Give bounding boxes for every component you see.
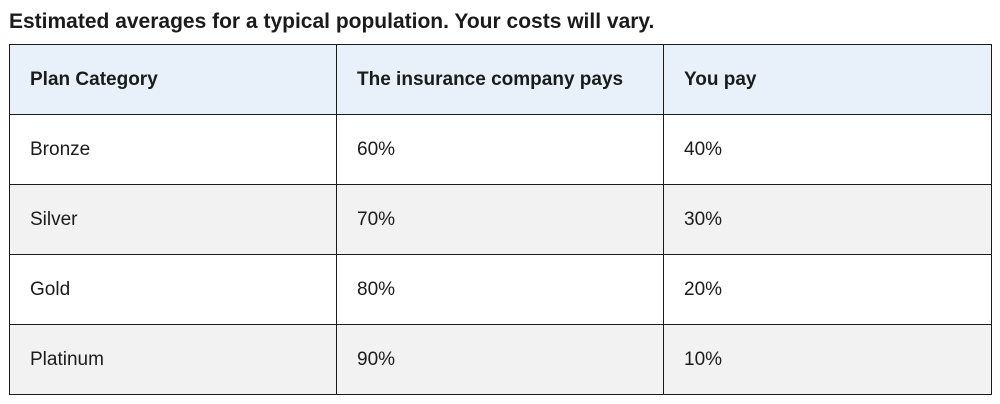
- cell-you-pay: 20%: [663, 254, 992, 325]
- plan-cost-table: Plan Category The insurance company pays…: [9, 44, 992, 395]
- cell-plan-category: Silver: [9, 184, 337, 255]
- header-insurance-pays: The insurance company pays: [336, 44, 664, 115]
- table-row: Silver 70% 30%: [9, 184, 992, 255]
- cell-insurance-pays: 70%: [336, 184, 664, 255]
- table-caption: Estimated averages for a typical populat…: [9, 10, 655, 33]
- table-row: Platinum 90% 10%: [9, 324, 992, 395]
- header-plan-category: Plan Category: [9, 44, 337, 115]
- cell-insurance-pays: 60%: [336, 114, 664, 185]
- header-you-pay: You pay: [663, 44, 992, 115]
- cell-insurance-pays: 90%: [336, 324, 664, 395]
- cell-plan-category: Platinum: [9, 324, 337, 395]
- cell-insurance-pays: 80%: [336, 254, 664, 325]
- table-row: Bronze 60% 40%: [9, 114, 992, 185]
- cell-you-pay: 10%: [663, 324, 992, 395]
- cell-you-pay: 30%: [663, 184, 992, 255]
- table-row: Gold 80% 20%: [9, 254, 992, 325]
- table-header-row: Plan Category The insurance company pays…: [9, 44, 992, 115]
- cell-plan-category: Gold: [9, 254, 337, 325]
- cell-you-pay: 40%: [663, 114, 992, 185]
- cell-plan-category: Bronze: [9, 114, 337, 185]
